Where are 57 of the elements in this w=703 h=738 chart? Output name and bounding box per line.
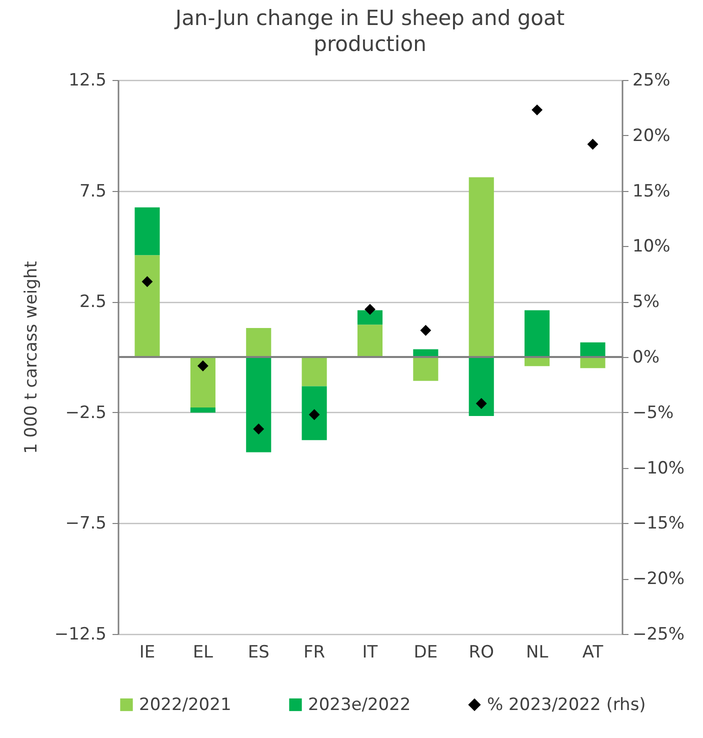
y-tick-label: −2.5 [65, 402, 106, 423]
y2-tick-label: −10% [632, 458, 685, 478]
bar [190, 408, 216, 413]
y-tick-label: 2.5 [79, 292, 106, 312]
x-tick-label: FR [304, 642, 326, 662]
bar [357, 310, 383, 325]
bar [302, 357, 327, 386]
y-tick-label: 12.5 [68, 70, 106, 90]
x-tick-label: IE [139, 642, 156, 662]
bar [134, 207, 160, 256]
y2-tick-label: 20% [632, 126, 670, 146]
bar [357, 324, 383, 357]
point [532, 104, 543, 116]
point [420, 324, 432, 336]
point [587, 138, 598, 150]
x-tick-label: DE [414, 642, 438, 662]
y2-tick-label: 25% [632, 70, 670, 90]
legend-label: 2023e/2022 [308, 694, 411, 715]
point [253, 424, 264, 434]
point [364, 304, 376, 315]
bar [413, 349, 438, 357]
y2-tick-label: 10% [632, 236, 670, 257]
bar [580, 357, 606, 368]
x-tick-label: AT [582, 642, 604, 662]
y2-tick-label: 5% [632, 292, 660, 312]
x-tick-label: RO [468, 642, 494, 662]
point [142, 276, 153, 288]
point [476, 398, 487, 410]
point [197, 360, 208, 372]
y2-tick-label: −5% [632, 402, 674, 423]
bar [246, 357, 272, 452]
x-tick-label: EL [192, 642, 214, 662]
x-tick-label: NL [526, 642, 549, 662]
y-axis-title: 1 000 t carcass weight [21, 260, 42, 454]
bar [190, 357, 216, 408]
legend-label: 2022/2021 [139, 694, 232, 715]
bar [134, 255, 160, 357]
y2-tick-label: −20% [632, 569, 685, 590]
bar [580, 342, 606, 357]
bar [468, 357, 494, 416]
bar [246, 328, 272, 357]
y-tick-label: 7.5 [79, 181, 106, 202]
y-tick-label: −7.5 [65, 514, 106, 534]
y2-tick-label: 0% [632, 348, 660, 368]
y2-tick-label: −15% [632, 514, 685, 534]
y-tick-label: −12.5 [54, 624, 106, 644]
chart-title: Jan-Jun change in EU sheep and goat production [173, 6, 565, 56]
y2-tick-label: −25% [632, 624, 685, 644]
legend-label: % 2023/2022 (rhs) [487, 694, 646, 715]
y2-tick-label: 15% [632, 181, 670, 202]
bar [302, 386, 327, 440]
x-tick-label: IT [362, 642, 378, 662]
x-tick-label: ES [248, 642, 270, 662]
bar [468, 177, 494, 357]
point [308, 409, 320, 420]
bar [413, 357, 438, 381]
bar [524, 310, 550, 357]
